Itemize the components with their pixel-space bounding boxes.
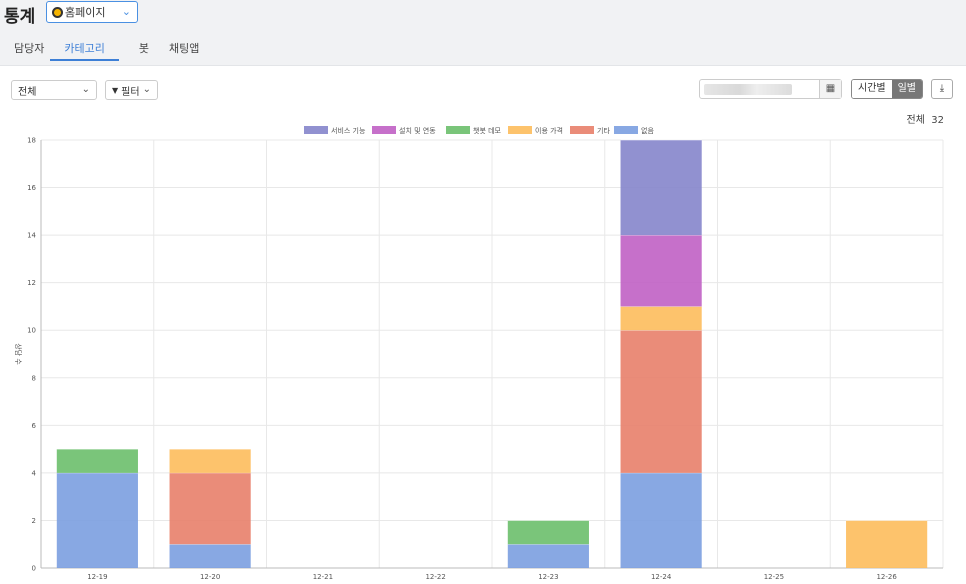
bar-segment [56,449,138,473]
legend-swatch [614,126,638,134]
legend-swatch [304,126,328,134]
filter-icon: ▼ [112,85,119,95]
stacked-bar-chart: 0 2 4 6 8 10 12 14 16 18 상담 수 12-19 12-20 12-21 12-22 1… [14,126,944,581]
legend-label: 없음 [641,127,654,135]
y-tick-label: 2 [32,517,36,525]
tab-bot[interactable]: 봇 [138,42,149,55]
legend-label: 서비스 기능 [331,126,366,135]
legend-label: 이용 가격 [535,126,563,135]
y-tick-label: 4 [32,469,37,477]
scope-select-label: 전체 [18,86,37,98]
bar-segment [846,520,928,568]
daily-toggle[interactable]: 일별 [891,80,923,98]
legend-swatch [508,126,532,134]
period-toggle: 시간별 일별 [851,79,924,99]
scope-select[interactable]: 전체 ⌄ [11,80,97,100]
tab-agent[interactable]: 담당자 [14,42,45,55]
x-tick-label: 12-19 [87,573,107,581]
bar-segment [507,520,589,545]
header-bar: 통계 홈페이지 ⌄ 담당자 카테고리 봇 채팅앱 [0,0,966,66]
y-tick-label: 14 [27,232,36,240]
y-axis-label: 상담 수 [14,343,23,365]
legend-label: 설치 및 연동 [399,126,436,135]
chevron-down-icon: ⌄ [121,5,131,18]
legend-swatch [570,126,594,134]
y-tick-label: 10 [27,327,36,335]
filter-button[interactable]: ▼ 필터 ⌄ [105,80,158,100]
tab-category[interactable]: 카테고리 [50,36,119,61]
bar-segment [620,330,702,473]
bar-segment [620,306,702,331]
x-tick-label: 12-22 [425,573,445,581]
legend-label: 기타 [597,126,610,135]
y-tick-label: 18 [27,137,36,145]
bar-segment [169,472,251,545]
x-tick-label: 12-24 [651,573,672,581]
chevron-down-icon: ⌄ [81,84,90,95]
date-range-input[interactable]: ▦ [699,79,842,99]
y-tick-label: 16 [27,184,36,192]
filter-button-label: 필터 [121,86,140,98]
bar-segment [620,140,702,236]
site-icon [52,6,63,18]
bar-segment [169,449,251,473]
total-count: 전체 32 [907,111,945,126]
legend-swatch [446,126,470,134]
x-tick-label: 12-26 [876,573,897,581]
bar-segment [56,472,138,568]
chevron-down-icon: ⌄ [142,84,151,95]
bar-segment [507,544,589,568]
y-tick-label: 0 [32,565,36,573]
x-tick-label: 12-21 [313,573,333,581]
legend-swatch [372,126,396,134]
legend-label: 챗봇 데모 [473,126,502,135]
y-tick-label: 6 [32,422,37,430]
bar-segment [620,235,702,307]
date-range-value [704,84,792,95]
tab-bar: 담당자 카테고리 봇 채팅앱 [0,36,205,66]
total-label: 전체 [906,115,925,126]
calendar-icon[interactable]: ▦ [819,80,841,98]
total-value: 32 [931,115,944,126]
bar-segment [169,544,251,568]
x-tick-label: 12-23 [538,573,558,581]
page-title: 통계 [4,7,36,27]
site-select-label: 홈페이지 [65,6,106,19]
download-icon[interactable]: ⤓ [931,79,953,99]
tab-chat-app[interactable]: 채팅앱 [168,42,200,55]
site-select[interactable]: 홈페이지 ⌄ [46,1,138,23]
x-tick-label: 12-20 [200,573,220,581]
x-tick-label: 12-25 [764,573,784,581]
hourly-toggle[interactable]: 시간별 [852,80,892,98]
y-tick-label: 8 [32,374,36,382]
bar-segment [620,472,702,568]
y-tick-label: 12 [27,279,36,287]
